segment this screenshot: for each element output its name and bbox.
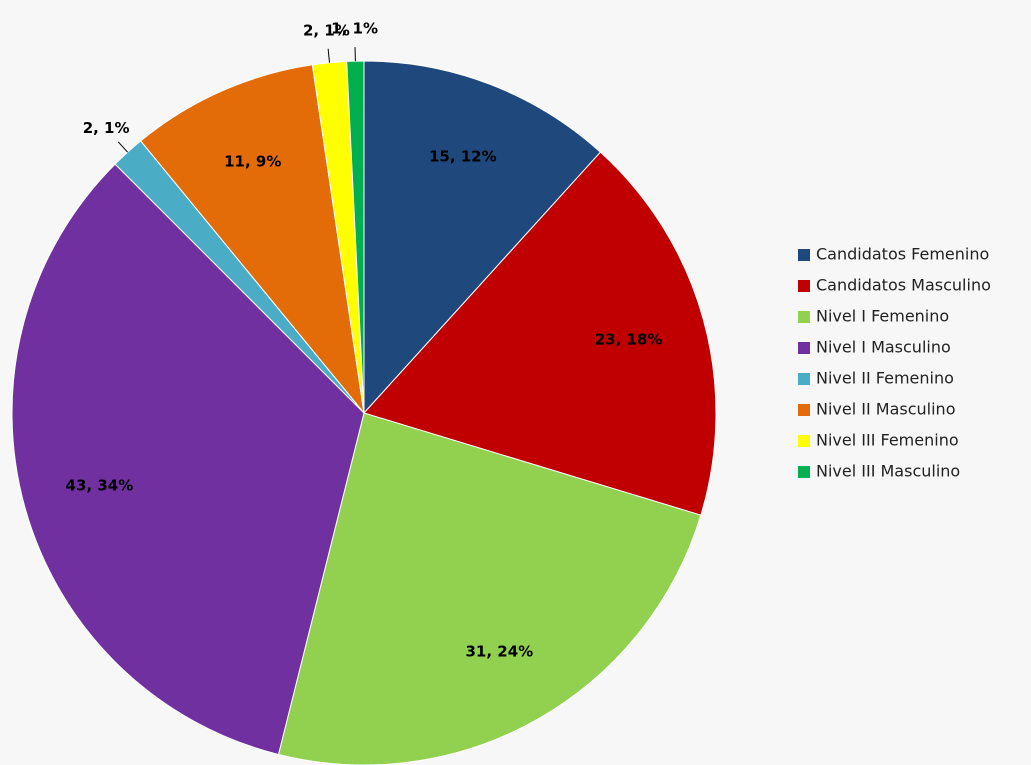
- legend-swatch: [798, 249, 810, 261]
- value-label: 1, 1%: [331, 20, 378, 38]
- chart: 15, 12%23, 18%31, 24%43, 34%2, 1%11, 9%2…: [0, 0, 1031, 765]
- value-label: 11, 9%: [224, 152, 281, 170]
- value-label: 15, 12%: [429, 147, 497, 165]
- value-label: 31, 24%: [465, 642, 533, 660]
- legend-label: Candidatos Masculino: [816, 276, 991, 295]
- leader-line: [118, 142, 127, 152]
- value-label: 43, 34%: [66, 477, 134, 495]
- legend-label: Nivel III Masculino: [816, 462, 960, 481]
- value-label: 2, 1%: [83, 119, 130, 137]
- legend-swatch: [798, 311, 810, 323]
- legend-label: Nivel I Masculino: [816, 338, 951, 357]
- legend-swatch: [798, 342, 810, 354]
- value-label: 23, 18%: [595, 330, 663, 348]
- legend-label: Nivel II Femenino: [816, 369, 954, 388]
- legend-swatch: [798, 435, 810, 447]
- legend-label: Nivel III Femenino: [816, 431, 959, 450]
- legend-swatch: [798, 404, 810, 416]
- legend-label: Candidatos Femenino: [816, 245, 989, 264]
- leader-line: [328, 49, 329, 63]
- legend-swatch: [798, 280, 810, 292]
- legend-swatch: [798, 466, 810, 478]
- legend-label: Nivel I Femenino: [816, 307, 949, 326]
- legend-label: Nivel II Masculino: [816, 400, 955, 419]
- legend-swatch: [798, 373, 810, 385]
